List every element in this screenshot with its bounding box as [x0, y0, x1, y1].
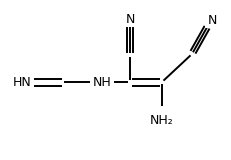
Text: N: N — [125, 12, 134, 25]
Text: HN: HN — [12, 76, 31, 88]
Text: NH₂: NH₂ — [149, 113, 173, 127]
Text: N: N — [207, 13, 216, 27]
Text: NH: NH — [92, 76, 111, 88]
